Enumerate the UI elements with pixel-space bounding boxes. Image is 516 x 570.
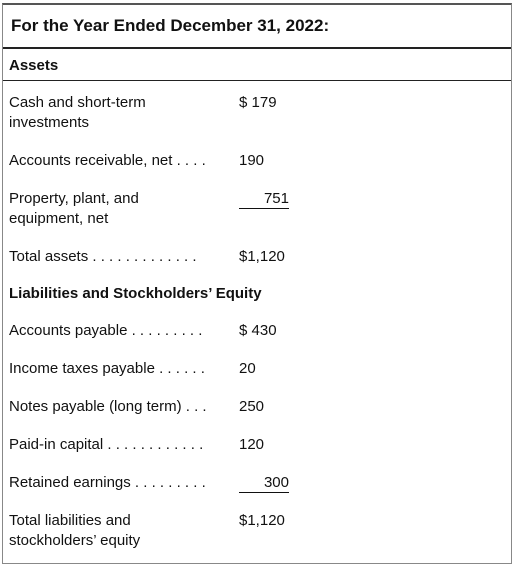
header-title: For the Year Ended December 31, 2022: [11, 16, 330, 35]
header-rule [3, 47, 511, 49]
section-title: Liabilities and Stockholders’ Equity [9, 285, 262, 302]
row-label: equipment, net [9, 210, 109, 227]
row-label: Paid-in capital . . . . . . . . . . . . [9, 436, 204, 453]
row-label: Cash and short-term [9, 94, 146, 111]
row-amount: $1,120 [239, 512, 285, 529]
row-amount: 250 [239, 398, 265, 415]
row-label: stockholders’ equity [9, 532, 141, 549]
row-amount: 190 [239, 152, 265, 169]
row-amount: $1,120 [239, 248, 285, 265]
row-label: Total liabilities and [9, 512, 131, 529]
row-label: Accounts payable . . . . . . . . . [9, 322, 203, 339]
section-rule [3, 80, 511, 81]
row-label: investments [9, 114, 90, 131]
row-amount: 300 [239, 473, 289, 493]
row-amount: 120 [239, 436, 265, 453]
row-label: Notes payable (long term) . . . [9, 398, 207, 415]
row-amount: $ 430 [239, 322, 277, 339]
statement: For the Year Ended December 31, 2022: As… [2, 3, 512, 564]
row-label: Income taxes payable . . . . . . [9, 360, 205, 377]
section-title: Assets [9, 57, 59, 74]
row-amount: 751 [239, 189, 289, 209]
row-label: Accounts receivable, net . . . . [9, 152, 206, 169]
row-label: Property, plant, and [9, 190, 139, 207]
row-amount: 20 [239, 360, 256, 377]
row-label: Total assets . . . . . . . . . . . . . [9, 248, 197, 265]
row-amount: $ 179 [239, 94, 277, 111]
row-label: Retained earnings . . . . . . . . . [9, 474, 206, 491]
